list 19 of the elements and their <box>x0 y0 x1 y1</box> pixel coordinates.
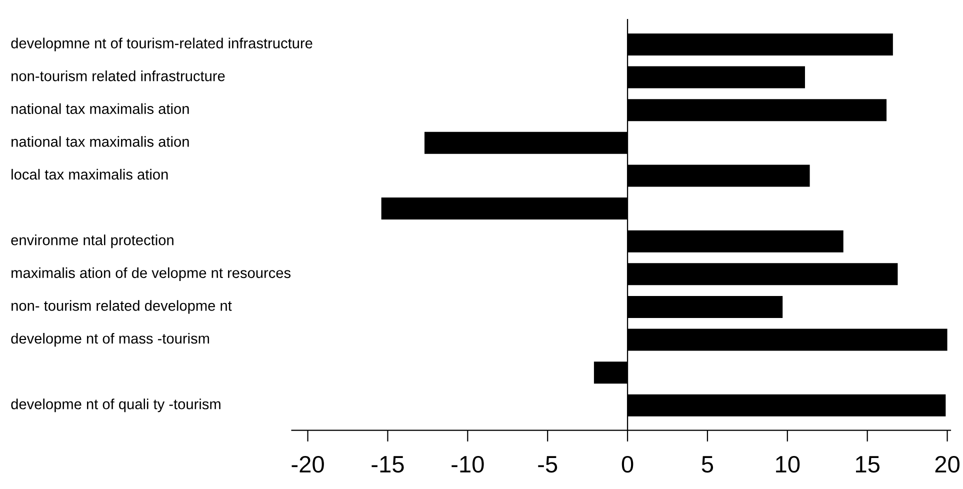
y-tick-label: national tax maximalis ation <box>12 136 189 147</box>
x-tick-label: -20 <box>292 456 324 473</box>
y-tick-label: developme nt of quali ty -tourism <box>11 398 220 412</box>
y-tick-label: local tax maximalis ation <box>12 168 168 180</box>
y-tick-label: non-tourism related infrastructure <box>12 70 225 82</box>
y-tick-label: environme ntal protection <box>11 234 174 248</box>
y-tick-label: maximalis ation of de velopme nt resources <box>12 267 291 281</box>
y-tick-label: national tax maximalis ation <box>12 103 189 114</box>
y-tick-label: non- tourism related developme nt <box>12 300 232 314</box>
x-tick-label: -10 <box>452 456 484 473</box>
y-tick-label: developme nt of mass -tourism <box>11 332 210 347</box>
x-tick-label: 15 <box>856 456 880 473</box>
y-tick-label: developmne nt of tourism-related infrastructure <box>11 38 312 52</box>
x-tick-label: 5 <box>702 456 714 473</box>
x-tick-label: 10 <box>776 456 800 473</box>
x-tick-label: 0 <box>622 456 634 473</box>
x-tick-label: -15 <box>372 456 404 473</box>
x-tick-label: 20 <box>935 456 960 473</box>
x-tick-label: -5 <box>538 456 558 473</box>
